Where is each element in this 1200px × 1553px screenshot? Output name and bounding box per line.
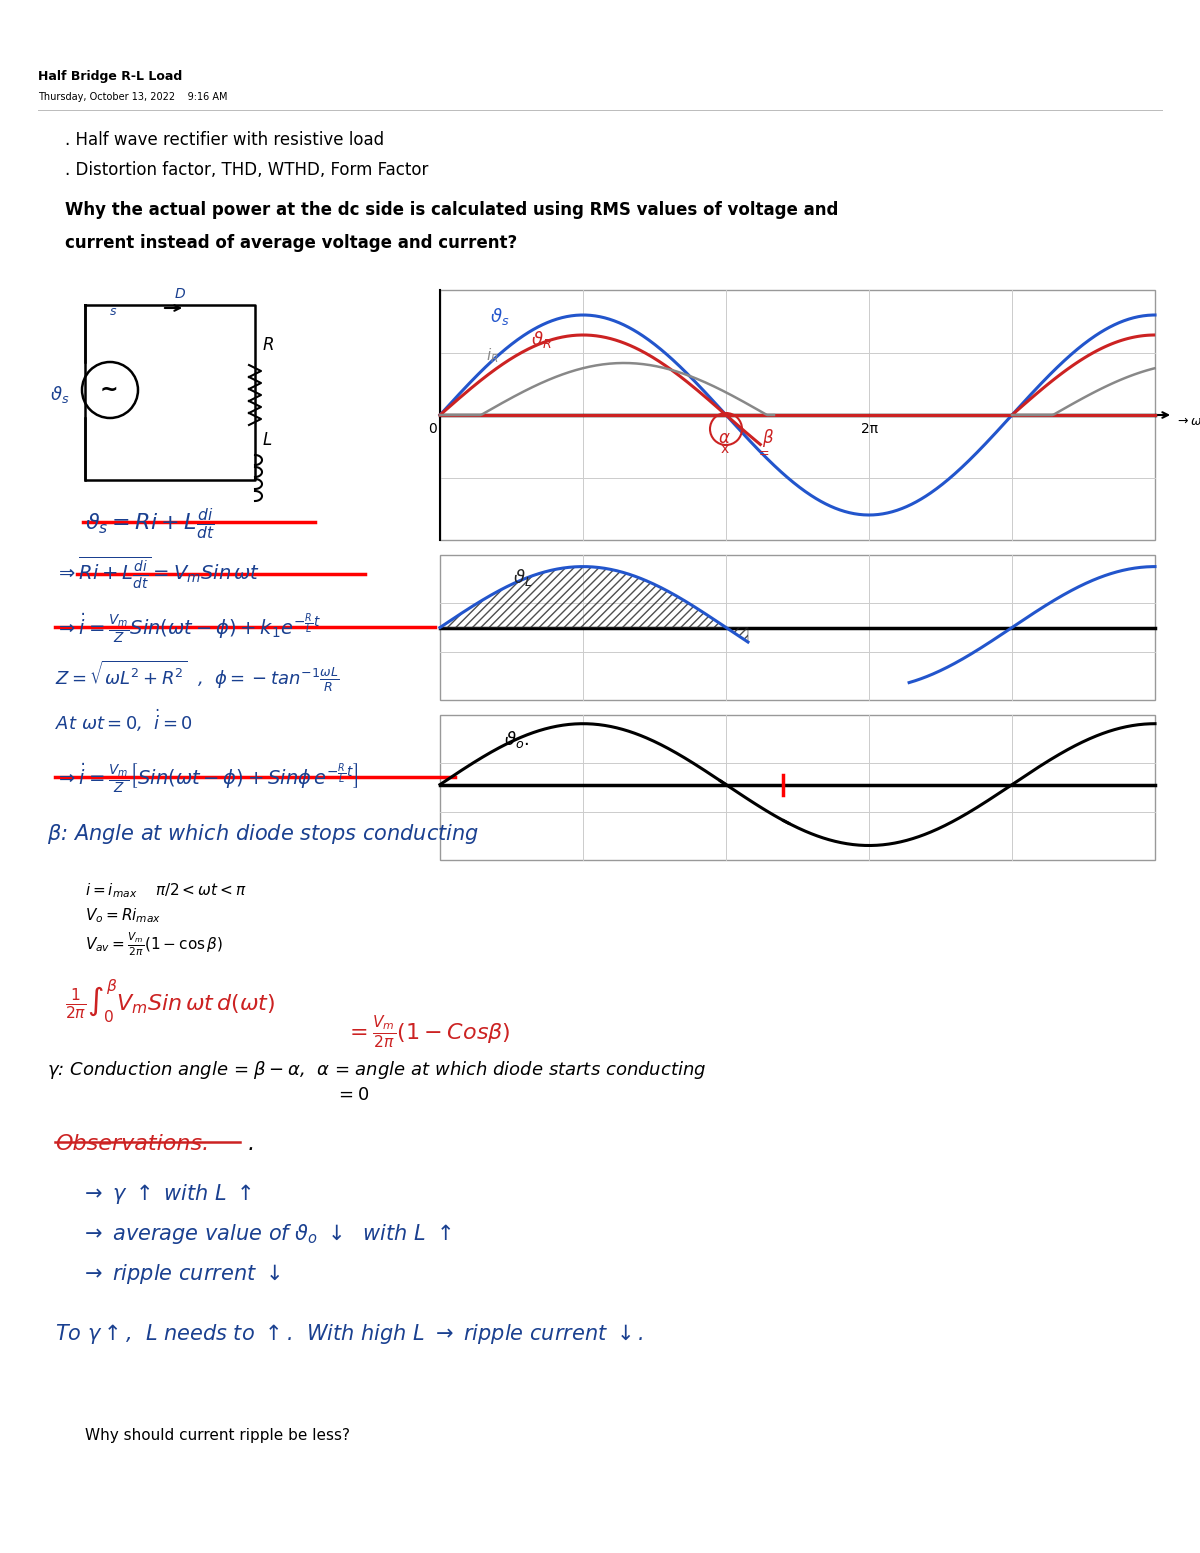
Text: $V_o = Ri_{max}$: $V_o = Ri_{max}$ <box>85 905 161 924</box>
Text: Why the actual power at the dc side is calculated using RMS values of voltage an: Why the actual power at the dc side is c… <box>65 200 839 219</box>
Text: .: . <box>241 1134 256 1154</box>
Text: $\alpha$: $\alpha$ <box>718 429 731 447</box>
Text: . Distortion factor, THD, WTHD, Form Factor: . Distortion factor, THD, WTHD, Form Fac… <box>65 162 428 179</box>
Text: $= 0$: $= 0$ <box>335 1086 370 1104</box>
Text: $\rightarrow \omega t$: $\rightarrow \omega t$ <box>1175 415 1200 429</box>
Text: R: R <box>263 335 275 354</box>
Text: $V_{av} = \frac{V_m}{2\pi}(1-\cos\beta)$: $V_{av} = \frac{V_m}{2\pi}(1-\cos\beta)$ <box>85 930 223 958</box>
Text: $Z = \sqrt{\omega L^2 + R^2}$  ,  $\phi = -tan^{-1}\frac{\omega L}{R}$: $Z = \sqrt{\omega L^2 + R^2}$ , $\phi = … <box>55 658 340 694</box>
Text: $\frac{1}{2\pi}\int_0^\beta V_m Sin\,\omega t\,d(\omega t)$: $\frac{1}{2\pi}\int_0^\beta V_m Sin\,\om… <box>65 977 275 1025</box>
Text: $\Rightarrow \dot{i} = \frac{V_m}{Z}Sin(\omega t-\phi) + k_1 e^{-\frac{R}{L}t}$: $\Rightarrow \dot{i} = \frac{V_m}{Z}Sin(… <box>55 612 320 644</box>
Bar <box>440 554 1154 700</box>
Text: $\rightarrow$ average value of $\vartheta_o$ $\downarrow$  with L $\uparrow$: $\rightarrow$ average value of $\varthet… <box>80 1222 451 1246</box>
Text: 0: 0 <box>428 422 437 436</box>
Text: Half Bridge R-L Load: Half Bridge R-L Load <box>38 70 182 82</box>
Text: To $\gamma\uparrow$,  L needs to $\uparrow$.  With high L $\rightarrow$ ripple c: To $\gamma\uparrow$, L needs to $\uparro… <box>55 1322 643 1346</box>
Text: D: D <box>175 287 186 301</box>
Text: $\vartheta_s$: $\vartheta_s$ <box>490 306 510 328</box>
Text: $\vartheta_s$: $\vartheta_s$ <box>50 384 70 405</box>
Text: $\beta$: Angle at which diode stops conducting: $\beta$: Angle at which diode stops cond… <box>47 822 479 846</box>
Text: Observations.: Observations. <box>55 1134 209 1154</box>
Text: current instead of average voltage and current?: current instead of average voltage and c… <box>65 235 517 252</box>
Text: =: = <box>758 447 769 460</box>
Text: $\rightarrow$ $\gamma$ $\uparrow$ with L $\uparrow$: $\rightarrow$ $\gamma$ $\uparrow$ with L… <box>80 1182 252 1207</box>
Bar <box>440 714 1154 860</box>
Text: $\Rightarrow \overline{Ri + L\frac{di}{dt}} = V_m Sin\,\omega t$: $\Rightarrow \overline{Ri + L\frac{di}{d… <box>55 554 260 590</box>
Text: . Half wave rectifier with resistive load: . Half wave rectifier with resistive loa… <box>65 130 384 149</box>
Text: s: s <box>110 304 116 318</box>
Text: 2π: 2π <box>862 422 878 436</box>
Text: $\vartheta_R$: $\vartheta_R$ <box>532 329 552 349</box>
Text: $\gamma$: Conduction angle = $\beta-\alpha$,  $\alpha$ = angle at which diode st: $\gamma$: Conduction angle = $\beta-\alp… <box>47 1059 707 1081</box>
Text: $\Rightarrow \dot{i} = \frac{V_m}{Z}\left[Sin(\omega t-\phi) + Sin\phi\,e^{-\fra: $\Rightarrow \dot{i} = \frac{V_m}{Z}\lef… <box>55 761 358 795</box>
Text: L: L <box>263 432 272 449</box>
Text: $= \frac{V_m}{2\pi}(1-Cos\beta)$: $= \frac{V_m}{2\pi}(1-Cos\beta)$ <box>346 1014 511 1051</box>
Text: $\rightarrow$ ripple current $\downarrow$: $\rightarrow$ ripple current $\downarrow… <box>80 1263 281 1286</box>
Text: $\vartheta_o.$: $\vartheta_o.$ <box>504 728 529 750</box>
Text: Thursday, October 13, 2022    9:16 AM: Thursday, October 13, 2022 9:16 AM <box>38 92 228 102</box>
Text: At $\omega t = 0$,  $\dot{i} = 0$: At $\omega t = 0$, $\dot{i} = 0$ <box>55 708 193 735</box>
Text: Why should current ripple be less?: Why should current ripple be less? <box>85 1429 350 1443</box>
Text: x: x <box>721 443 730 457</box>
Text: $i_R$: $i_R$ <box>486 346 498 365</box>
Bar <box>440 290 1154 540</box>
Text: ~: ~ <box>100 380 119 401</box>
Text: $\vartheta_s = Ri + L\frac{di}{dt}$: $\vartheta_s = Ri + L\frac{di}{dt}$ <box>85 506 215 540</box>
Text: $i = i_{max}$    $\pi/2 < \omega t < \pi$: $i = i_{max}$ $\pi/2 < \omega t < \pi$ <box>85 881 246 899</box>
Text: $\vartheta_L$: $\vartheta_L$ <box>512 567 533 589</box>
Text: $\beta$: $\beta$ <box>762 427 774 449</box>
